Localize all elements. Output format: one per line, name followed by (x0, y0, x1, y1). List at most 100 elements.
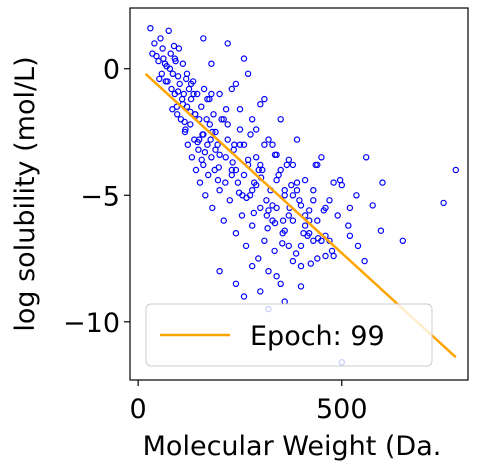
scatter-point (248, 116, 256, 123)
scatter-point (147, 25, 154, 32)
scatter-point (297, 262, 305, 270)
scatter-point (210, 111, 217, 118)
scatter-point (222, 105, 230, 113)
scatter-point (279, 240, 286, 247)
scatter-point (240, 171, 248, 179)
scatter-point (285, 242, 292, 250)
x-axis-ticks: 0 500 (130, 380, 368, 425)
scatter-point (169, 70, 176, 78)
scatter-point (208, 154, 215, 161)
scatter-point (180, 90, 187, 98)
scatter-point (318, 154, 325, 161)
scatter-point (178, 95, 186, 103)
scatter-point (261, 141, 268, 148)
scatter-point (354, 242, 362, 250)
scatter-point (326, 197, 333, 204)
scatter-point (296, 197, 303, 204)
scatter-point (158, 70, 165, 78)
scatter-point (236, 126, 244, 133)
scatter-point (247, 131, 254, 138)
scatter-point (240, 55, 248, 62)
scatter-point (243, 194, 250, 201)
scatter-point (232, 229, 240, 237)
scatter-point (346, 232, 354, 239)
scatter-point (191, 111, 199, 118)
scatter-point (257, 204, 264, 212)
scatter-point (253, 181, 260, 189)
scatter-point (281, 298, 288, 305)
scatter-point (224, 121, 231, 128)
scatter-point (271, 247, 278, 255)
scatter-point (369, 202, 376, 209)
scatter-point (202, 192, 209, 199)
scatter-point (253, 126, 260, 133)
scatter-point (216, 268, 223, 275)
scatter-point (346, 204, 354, 212)
scatter-point (216, 151, 223, 158)
scatter-point (196, 179, 204, 186)
scatter-point (265, 268, 272, 275)
scatter-point (232, 80, 240, 88)
scatter-point (257, 161, 264, 169)
scatter-point (314, 217, 321, 224)
scatter-point (207, 136, 214, 143)
scatter-point (281, 192, 288, 199)
scatter-point (228, 171, 235, 179)
scatter-point (206, 121, 213, 128)
scatter-point (155, 57, 162, 65)
scatter-point (248, 186, 256, 194)
scatter-point (220, 217, 227, 224)
scatter-point (330, 252, 337, 260)
scatter-point (232, 280, 240, 287)
scatter-point (195, 146, 202, 153)
scatter-point (194, 138, 201, 146)
scatter-point (261, 237, 268, 244)
scatter-point (244, 70, 252, 78)
scatter-point (263, 197, 270, 204)
scatter-point (301, 176, 309, 184)
scatter-point (166, 65, 174, 72)
scatter-point (273, 176, 280, 184)
scatter-point (314, 235, 322, 242)
scatter-point (310, 237, 317, 244)
scatter-point (300, 229, 307, 237)
scatter-point (220, 116, 227, 123)
scatter-point (192, 166, 200, 174)
scatter-point (379, 179, 386, 186)
legend: Epoch: 99 (145, 303, 433, 367)
scatter-point (265, 207, 272, 214)
y-tick-label: 0 (103, 55, 120, 86)
scatter-point (182, 75, 190, 83)
scatter-point (190, 90, 197, 98)
scatter-point (174, 88, 182, 95)
scatter-point (200, 85, 208, 93)
scatter-point (203, 116, 210, 123)
scatter-point (292, 250, 300, 257)
scatter-point (200, 35, 207, 42)
scatter-point (377, 227, 385, 234)
scatter-point (214, 176, 222, 184)
scatter-point (273, 273, 280, 280)
scatter-point (187, 121, 194, 128)
scatter-point (277, 166, 284, 174)
scatter-point (293, 186, 301, 194)
scatter-point (165, 27, 172, 34)
y-axis-ticks: 0 −5 −10 (63, 55, 130, 339)
scatter-point (162, 78, 169, 85)
scatter-point (285, 156, 292, 163)
scatter-point (297, 283, 305, 290)
scatter-point (353, 192, 360, 199)
scatter-point (306, 207, 313, 214)
scatter-point (215, 164, 222, 171)
scatter-point (198, 103, 205, 110)
scatter-point (285, 212, 292, 219)
scatter-point (151, 40, 158, 47)
scatter-point (236, 105, 244, 113)
scatter-point (363, 154, 370, 161)
scatter-point (167, 50, 174, 57)
scatter-point (169, 105, 176, 113)
scatter-point (253, 154, 260, 161)
scatter-point (175, 45, 183, 52)
scatter-point (248, 222, 256, 229)
